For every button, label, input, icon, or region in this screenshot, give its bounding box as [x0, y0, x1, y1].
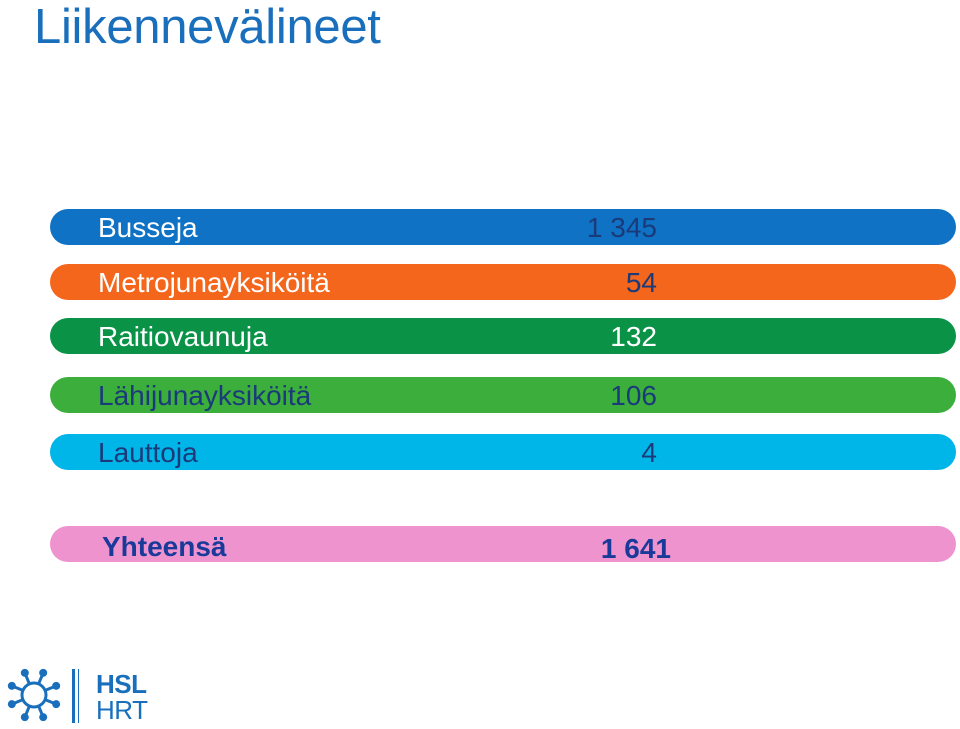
row-value: 4: [641, 437, 657, 468]
row-value: 106: [610, 380, 657, 411]
total-label: Yhteensä: [102, 531, 227, 562]
row-bar: [50, 377, 956, 413]
row-label: Lauttoja: [98, 437, 198, 468]
row-value: 54: [625, 267, 657, 298]
row-value: 1 345: [586, 212, 657, 243]
logo-divider-2: [78, 669, 79, 723]
row-label: Metrojunayksiköitä: [98, 267, 330, 298]
row-bar: [50, 264, 956, 300]
total-value: 1 641: [600, 533, 671, 564]
row-label: Busseja: [98, 212, 198, 243]
row-label: Lähijunayksiköitä: [98, 380, 312, 411]
row-bar: [50, 209, 956, 245]
logo-divider: [72, 669, 75, 723]
hsl-sun-icon: [7, 668, 61, 722]
row-bar: [50, 434, 956, 470]
row-label: Raitiovaunuja: [98, 321, 268, 352]
logo-line-1: HSL: [96, 669, 147, 699]
hsl-logo: HSL HRT: [4, 665, 164, 725]
logo-line-2: HRT: [96, 695, 148, 725]
total-bar: [50, 526, 956, 562]
page-title: Liikennevälineet: [34, 0, 381, 54]
row-bar: [50, 318, 956, 354]
row-value: 132: [610, 321, 657, 352]
